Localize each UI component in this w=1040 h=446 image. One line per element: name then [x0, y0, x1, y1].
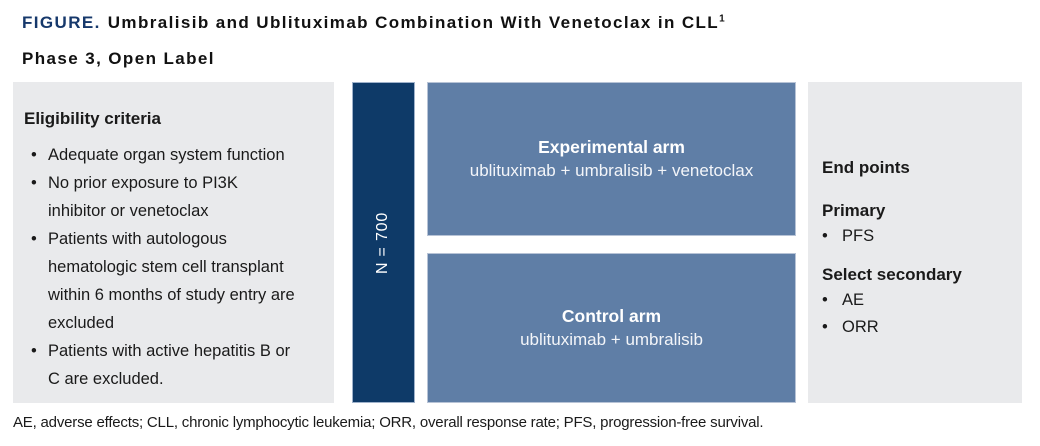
endpoint-item: ORR: [822, 314, 1014, 341]
eligibility-item: Adequate organ system function: [24, 141, 300, 169]
footnote: AE, adverse effects; CLL, chronic lympho…: [13, 414, 764, 431]
primary-endpoints-list: PFS: [822, 223, 1014, 250]
figure-subtitle: Phase 3, Open Label: [22, 49, 215, 68]
eligibility-item: Patients with active hepatitis B or C ar…: [24, 337, 300, 393]
figure-title: FIGURE. Umbralisib and Ublituximab Combin…: [22, 13, 725, 33]
primary-endpoints-heading: Primary: [822, 201, 886, 220]
control-arm-name: Control arm: [561, 306, 662, 326]
endpoints-heading: End points: [822, 158, 910, 177]
endpoint-item: PFS: [822, 223, 1014, 250]
figure-label: FIGURE.: [22, 13, 101, 32]
experimental-arm-name: Experimental arm: [538, 137, 685, 157]
eligibility-item: No prior exposure to PI3K inhibitor or v…: [24, 169, 300, 225]
endpoints-panel: End points Primary PFS Select secondary …: [808, 82, 1022, 403]
control-arm-box: Control arm ublituximab + umbralisib: [427, 253, 796, 403]
experimental-arm-box: Experimental arm ublituximab + umbralisi…: [427, 82, 796, 236]
enrollment-label: N = 700: [374, 211, 392, 274]
eligibility-panel: Eligibility criteria Adequate organ syst…: [13, 82, 334, 403]
experimental-arm-regimen: ublituximab + umbralisib + venetoclax: [469, 161, 754, 180]
eligibility-item: Patients with autologous hematologic ste…: [24, 225, 300, 337]
endpoint-item: AE: [822, 287, 1014, 314]
reference-superscript: 1: [719, 13, 725, 25]
eligibility-heading: Eligibility criteria: [24, 109, 161, 128]
enrollment-bar: N = 700: [352, 82, 415, 403]
figure-title-text: Umbralisib and Ublituximab Combination W…: [107, 13, 720, 32]
control-arm-regimen: ublituximab + umbralisib: [520, 330, 703, 349]
secondary-endpoints-list: AE ORR: [822, 287, 1014, 341]
secondary-endpoints-heading: Select secondary: [822, 265, 962, 284]
eligibility-list: Adequate organ system function No prior …: [24, 141, 322, 393]
